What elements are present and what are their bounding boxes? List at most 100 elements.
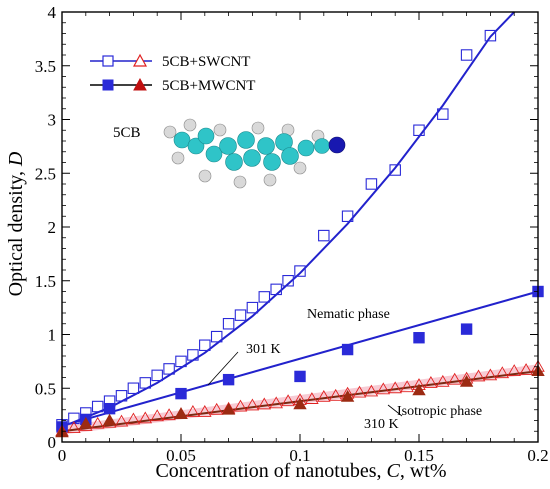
data-point xyxy=(162,408,176,421)
y-tick-label: 3.5 xyxy=(35,57,56,76)
y-tick-label: 1 xyxy=(48,326,57,345)
x-axis-var: C xyxy=(387,460,401,482)
leader-310k xyxy=(387,404,403,417)
data-points xyxy=(55,29,545,438)
data-point xyxy=(340,390,355,402)
data-point xyxy=(233,399,248,412)
data-point xyxy=(174,407,188,419)
data-point xyxy=(150,409,164,422)
data-point xyxy=(341,210,354,223)
data-point xyxy=(234,309,247,321)
data-point xyxy=(126,412,141,425)
data-point xyxy=(317,389,331,402)
data-point xyxy=(328,388,343,401)
fit-line xyxy=(61,290,539,427)
legend-entry-mwcnt: 5CB+MWCNT xyxy=(90,77,255,94)
data-point xyxy=(138,411,153,424)
data-point xyxy=(437,108,449,120)
fit-lines xyxy=(61,11,539,435)
y-tick-label: 2 xyxy=(48,218,57,237)
x-tick-label: 0 xyxy=(58,446,67,465)
data-point xyxy=(221,402,236,415)
data-point xyxy=(103,402,116,415)
data-point xyxy=(210,330,223,343)
data-point xyxy=(246,301,259,314)
data-point xyxy=(281,394,295,407)
data-point xyxy=(139,377,152,389)
data-point xyxy=(294,370,306,383)
data-point xyxy=(68,412,80,425)
legend-swcnt-triangle xyxy=(132,53,148,67)
temp-310k-label: 310 K xyxy=(364,417,399,432)
data-point xyxy=(352,385,367,398)
y-tick-label: 1.5 xyxy=(35,272,56,291)
data-point xyxy=(483,368,498,381)
data-point xyxy=(293,397,307,410)
data-point xyxy=(413,124,425,137)
data-point xyxy=(79,416,93,429)
y-tick-label: 0.5 xyxy=(35,379,56,398)
legend-mwcnt-square xyxy=(102,79,114,91)
data-point xyxy=(127,382,140,394)
data-point xyxy=(115,390,128,402)
data-point xyxy=(222,317,235,330)
data-point xyxy=(222,373,235,386)
data-point xyxy=(318,229,330,242)
data-point xyxy=(305,392,319,404)
legend-mwcnt-triangle xyxy=(133,77,147,91)
data-point xyxy=(90,416,105,429)
data-point xyxy=(258,291,271,303)
x-tick-label: 0.2 xyxy=(527,446,548,465)
y-tick-label: 4 xyxy=(48,3,57,22)
data-point xyxy=(412,383,426,396)
data-point xyxy=(413,332,425,344)
y-axis-title: Optical density, D xyxy=(5,151,27,296)
data-point xyxy=(199,339,211,351)
data-point xyxy=(460,323,473,335)
data-point xyxy=(269,396,283,409)
y-tick-label: 0 xyxy=(48,433,57,452)
data-point xyxy=(436,374,450,387)
data-point xyxy=(388,381,402,394)
isotropic-phase-label: Isotropic phase xyxy=(397,404,482,419)
data-point xyxy=(186,404,200,417)
nematic-phase-label: Nematic phase xyxy=(307,307,390,322)
data-point xyxy=(484,29,497,42)
y-axis-var: D xyxy=(5,151,27,167)
data-point xyxy=(364,384,379,397)
molecule-5cb-image xyxy=(163,118,346,189)
molecule-label: 5CB xyxy=(113,125,141,141)
data-point xyxy=(507,364,521,376)
x-tick-label: 0.1 xyxy=(289,446,310,465)
data-point xyxy=(447,372,462,385)
data-point xyxy=(187,349,199,361)
data-point xyxy=(209,402,224,415)
data-point xyxy=(495,366,510,379)
data-point xyxy=(460,49,473,61)
x-axis-title: Concentration of nanotubes, C, wt% xyxy=(155,460,446,482)
data-point xyxy=(424,375,438,388)
data-point xyxy=(376,382,391,395)
data-point xyxy=(91,400,104,413)
y-tick-label: 2.5 xyxy=(35,164,56,183)
data-point xyxy=(341,343,354,356)
data-point xyxy=(282,274,294,287)
data-point xyxy=(114,414,129,427)
legend-swcnt-label: 5CB+SWCNT xyxy=(162,54,250,70)
data-point xyxy=(519,363,533,375)
x-tick-label: 0.05 xyxy=(166,446,196,465)
data-point xyxy=(294,265,306,277)
data-point xyxy=(151,369,163,382)
x-tick-label: 0.15 xyxy=(404,446,434,465)
data-point xyxy=(400,380,414,393)
data-point xyxy=(257,397,272,410)
y-tick-label: 3 xyxy=(48,111,57,130)
data-point xyxy=(471,369,486,382)
tick-labels: 0 0.05 0.1 0.15 0.2 0 0.5 1 1.5 2 2.5 3 3.5 4 xyxy=(35,3,549,465)
data-point xyxy=(365,178,378,190)
legend-entry-swcnt: 5CB+SWCNT xyxy=(90,53,250,70)
data-point xyxy=(67,421,81,433)
axes xyxy=(61,11,539,443)
